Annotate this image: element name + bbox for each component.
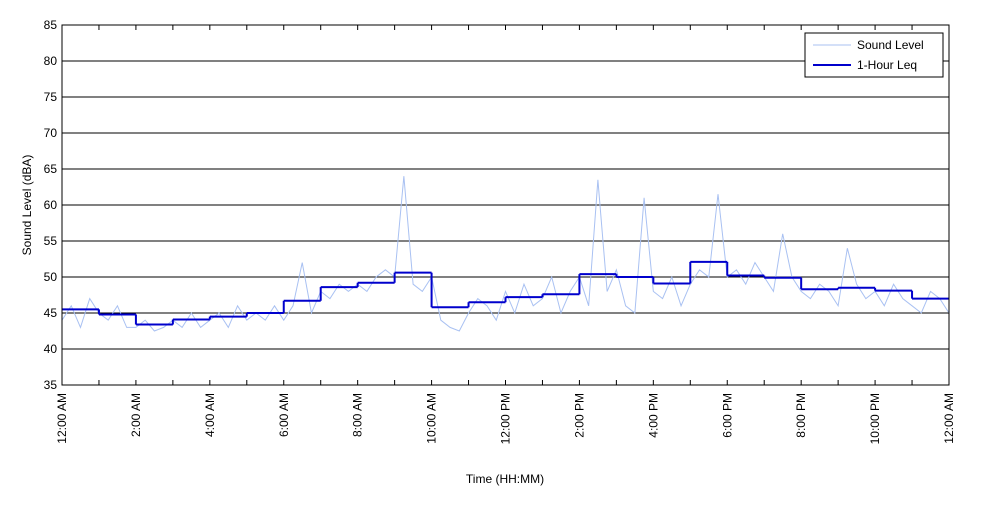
- x-tick-label: 10:00 AM: [425, 393, 439, 444]
- x-tick-label: 4:00 PM: [646, 393, 660, 438]
- plot-frame: [61, 24, 950, 386]
- y-tick-label: 35: [44, 378, 58, 392]
- x-tick-label: 12:00 AM: [942, 393, 956, 444]
- x-axis-label: Time (HH:MM): [466, 472, 544, 486]
- x-tick-label: 8:00 AM: [351, 393, 365, 437]
- y-tick-label: 85: [44, 18, 58, 32]
- x-tick-label: 8:00 PM: [794, 393, 808, 438]
- x-tick-label: 12:00 PM: [499, 393, 513, 444]
- legend-box: [804, 32, 944, 78]
- x-tick-label: 2:00 AM: [129, 393, 143, 437]
- x-tick-label: 6:00 PM: [720, 393, 734, 438]
- x-tick-label: 4:00 AM: [203, 393, 217, 437]
- y-tick-label: 80: [44, 54, 58, 68]
- y-tick-label: 40: [44, 342, 58, 356]
- y-tick-label: 60: [44, 198, 58, 212]
- y-tick-label: 70: [44, 126, 58, 140]
- legend-label: 1-Hour Leq: [857, 58, 917, 72]
- y-tick-label: 55: [44, 234, 58, 248]
- y-axis-label: Sound Level (dBA): [20, 155, 34, 256]
- x-tick-label: 12:00 AM: [55, 393, 69, 444]
- x-tick-label: 6:00 AM: [277, 393, 291, 437]
- x-tick-label: 2:00 PM: [572, 393, 586, 438]
- y-tick-label: 45: [44, 306, 58, 320]
- y-tick-label: 75: [44, 90, 58, 104]
- y-tick-label: 65: [44, 162, 58, 176]
- x-tick-label: 10:00 PM: [868, 393, 882, 444]
- legend-label: Sound Level: [857, 38, 924, 52]
- y-tick-label: 50: [44, 270, 58, 284]
